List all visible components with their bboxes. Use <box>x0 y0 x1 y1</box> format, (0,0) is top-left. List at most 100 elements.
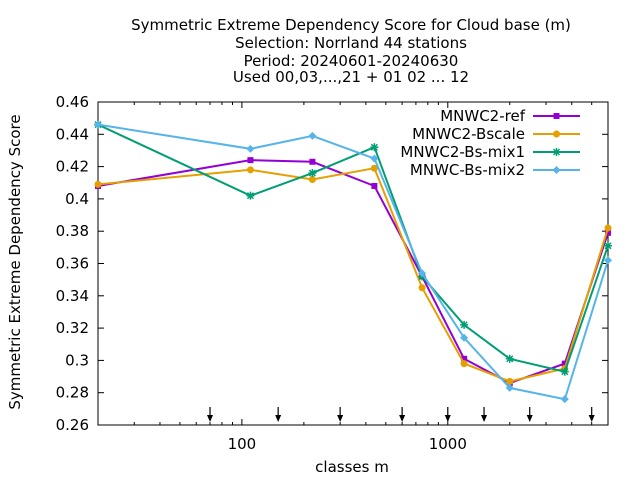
arrow-head <box>275 415 282 422</box>
data-point <box>370 154 379 163</box>
arrow-head <box>444 415 451 422</box>
data-point <box>560 395 569 404</box>
data-point <box>247 157 254 164</box>
legend-label: MNWC2-ref <box>440 107 525 125</box>
legend-marker <box>552 166 561 174</box>
arrow-head <box>399 415 406 422</box>
data-point <box>308 176 316 184</box>
y-tick-label: 0.26 <box>56 416 89 434</box>
marker-stroke <box>604 242 612 250</box>
series-2 <box>94 164 612 385</box>
data-point <box>604 256 612 265</box>
arrow-head <box>481 415 488 422</box>
class-arrow <box>481 407 488 422</box>
y-tick-label: 0.3 <box>65 351 89 369</box>
class-arrow <box>588 407 595 422</box>
series-line <box>97 167 609 383</box>
marker-stroke <box>506 355 514 363</box>
marker-stroke <box>246 192 254 200</box>
legend-marker <box>552 148 561 156</box>
y-tick-label: 0.32 <box>56 319 89 337</box>
x-axis: 100 1000 <box>97 102 609 453</box>
legend-label: MNWC2-Bscale <box>412 125 525 143</box>
y-axis-label: Symmetric Extreme Dependency Score <box>6 114 24 409</box>
legend-entry: MNWC2-ref <box>440 107 580 125</box>
chart-title: Symmetric Extreme Dependency Score for C… <box>131 16 571 86</box>
x-axis-label: classes m <box>315 458 389 476</box>
data-point <box>308 131 317 140</box>
data-point <box>94 180 102 188</box>
data-point <box>370 164 378 172</box>
series-line <box>97 159 609 385</box>
y-tick-label: 0.46 <box>56 93 89 111</box>
y-tick-label: 0.38 <box>56 222 89 240</box>
data-point <box>371 182 378 189</box>
data-point <box>505 383 514 392</box>
data-point <box>246 166 254 174</box>
title-line-1: Symmetric Extreme Dependency Score for C… <box>131 16 571 34</box>
series-layer <box>94 120 612 404</box>
y-tick-label: 0.4 <box>65 190 89 208</box>
y-tick-label: 0.36 <box>56 255 89 273</box>
class-arrow <box>275 407 282 422</box>
legend-marker <box>553 113 560 119</box>
legend-entry: MNWC-Bs-mix2 <box>410 161 580 179</box>
marker-stroke <box>552 148 561 156</box>
marker-stroke <box>561 368 569 376</box>
marker-stroke <box>308 169 316 177</box>
data-point <box>561 360 568 367</box>
y-tick-label: 0.34 <box>56 287 89 305</box>
series-4 <box>94 120 612 404</box>
data-point <box>560 367 569 376</box>
series-line <box>97 123 609 401</box>
title-line-2: Selection: Norrland 44 stations <box>235 34 467 52</box>
series-1 <box>95 157 611 387</box>
data-point <box>505 354 514 363</box>
legend-entry: MNWC2-Bs-mix1 <box>400 143 580 161</box>
class-arrow <box>399 407 406 422</box>
y-tick-label: 0.28 <box>56 384 89 402</box>
y-axis: 0.26 0.28 0.3 0.32 0.34 0.36 0.38 0.4 0.42 0.44 0.… <box>56 93 608 434</box>
marker-stroke <box>370 143 378 151</box>
data-point <box>94 120 102 129</box>
data-point <box>460 360 468 368</box>
y-tick-label: 0.44 <box>56 125 89 143</box>
arrow-head <box>526 415 533 422</box>
arrow-head <box>207 415 214 422</box>
arrow-head <box>337 415 344 422</box>
title-line-4: Used 00,03,...,21 + 01 02 ... 12 <box>233 68 469 86</box>
data-point <box>461 355 468 362</box>
data-point <box>460 333 469 342</box>
class-arrow <box>444 407 451 422</box>
class-arrow <box>207 407 214 422</box>
class-arrows <box>207 407 595 422</box>
data-point <box>370 143 379 152</box>
series-3 <box>94 120 612 376</box>
legend-entry: MNWC2-Bscale <box>412 125 580 143</box>
data-point <box>309 158 316 165</box>
legend-label: MNWC2-Bs-mix1 <box>400 143 525 161</box>
data-point <box>246 144 255 153</box>
arrow-head <box>588 415 595 422</box>
data-point <box>246 191 255 200</box>
data-point <box>308 169 317 178</box>
class-arrow <box>337 407 344 422</box>
x-tick-label: 1000 <box>429 435 467 453</box>
marker-stroke <box>460 321 468 329</box>
series-line <box>97 123 609 373</box>
data-point <box>506 377 514 385</box>
legend-marker <box>553 130 560 138</box>
legend-label: MNWC-Bs-mix2 <box>410 161 525 179</box>
legend: MNWC2-refMNWC2-BscaleMNWC2-Bs-mix1MNWC-B… <box>400 107 580 179</box>
data-point <box>605 229 611 236</box>
data-point <box>604 224 612 232</box>
class-arrow <box>526 407 533 422</box>
data-point <box>460 320 469 329</box>
data-point <box>418 284 426 292</box>
x-tick-label: 100 <box>228 435 257 453</box>
data-point <box>418 269 427 278</box>
data-point <box>604 241 612 250</box>
y-tick-label: 0.42 <box>56 158 89 176</box>
title-line-3: Period: 20240601-20240630 <box>244 52 459 70</box>
